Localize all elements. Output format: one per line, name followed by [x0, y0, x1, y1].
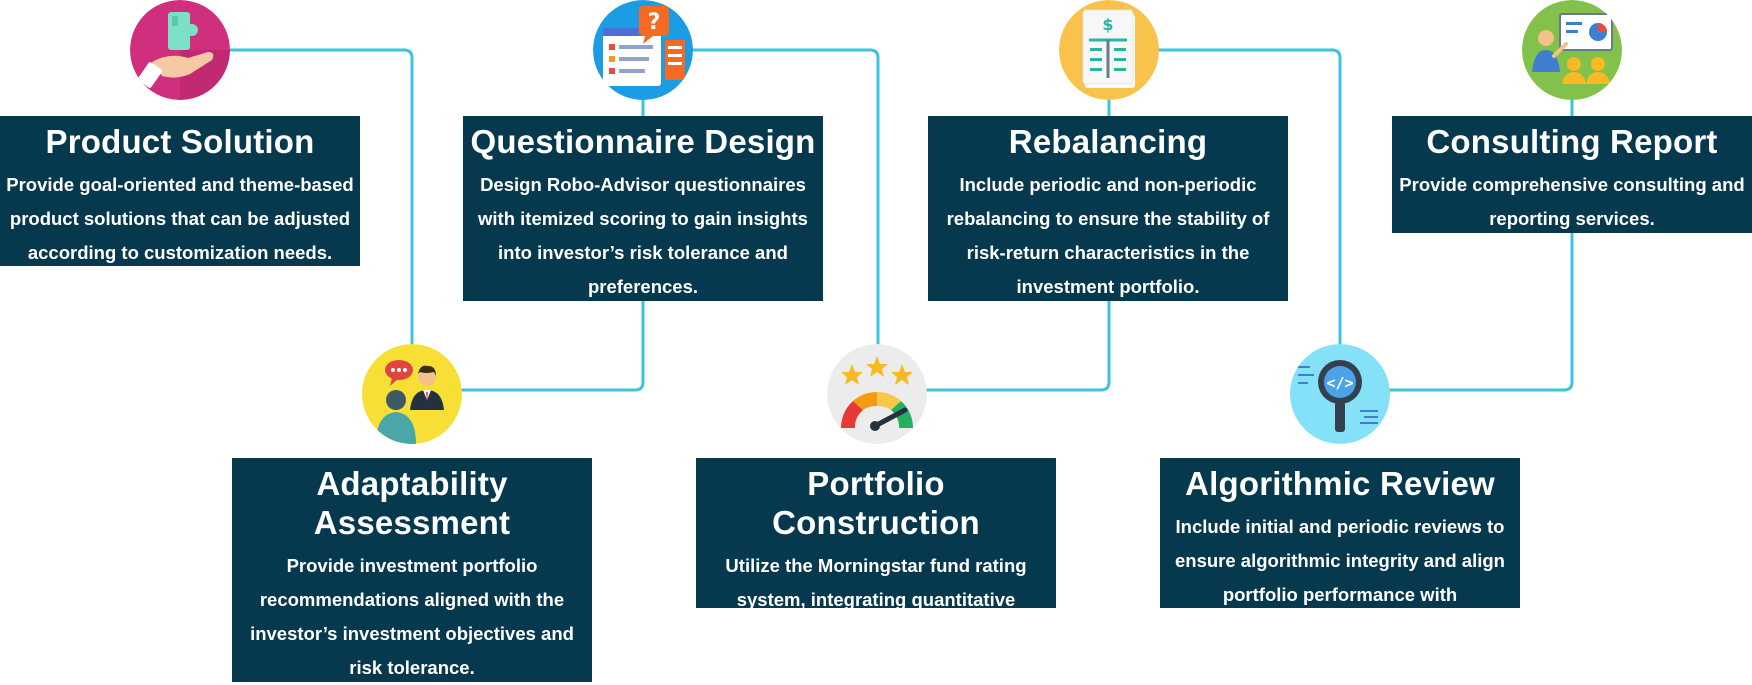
connector-1-2 — [205, 48, 414, 390]
step-description: Include periodic and non-periodic rebala… — [946, 174, 1270, 297]
step-title: Adaptability Assessment — [313, 465, 511, 541]
svg-text:?: ? — [648, 10, 661, 35]
step-title: Questionnaire Design — [470, 123, 816, 160]
step-card-rebalancing: Rebalancing Include periodic and non-per… — [928, 116, 1288, 301]
code-magnifier-icon: </> — [1290, 344, 1390, 444]
connector-2-3 — [452, 50, 645, 392]
step-description: Provide investment portfolio recommendat… — [250, 555, 574, 678]
step-title: Product Solution — [45, 123, 315, 160]
step-title: Portfolio Construction — [772, 465, 980, 541]
connector-3-4 — [688, 48, 880, 390]
connector-4-5 — [918, 50, 1111, 392]
step-card-product-solution: Product Solution Provide goal-oriented a… — [0, 116, 360, 266]
ledger-document-icon: $ — [1059, 0, 1159, 100]
step-description: Include initial and periodic reviews to … — [1175, 516, 1505, 639]
step-card-consulting-report: Consulting Report Provide comprehensive … — [1392, 116, 1752, 233]
connector-5-6 — [1154, 48, 1342, 390]
step-card-portfolio-construction: Portfolio Construction Utilize the Morni… — [696, 458, 1056, 678]
step-card-algorithmic-review: Algorithmic Review Include initial and p… — [1160, 458, 1520, 639]
connector-6-7 — [1380, 50, 1574, 392]
svg-text:$: $ — [1102, 15, 1113, 34]
presentation-report-icon — [1522, 0, 1622, 100]
step-title: Consulting Report — [1426, 123, 1718, 160]
step-card-adaptability-assessment: Adaptability Assessment Provide investme… — [232, 458, 592, 682]
step-description: Utilize the Morningstar fund rating syst… — [717, 555, 1035, 678]
puzzle-hand-icon — [130, 0, 230, 100]
questionnaire-icon: ? — [593, 0, 693, 100]
step-description: Provide comprehensive consulting and rep… — [1399, 174, 1745, 229]
step-description: Design Robo-Advisor questionnaires with … — [478, 174, 808, 297]
rating-gauge-icon — [827, 344, 927, 444]
step-description: Provide goal-oriented and theme-based pr… — [6, 174, 354, 263]
step-title: Algorithmic Review — [1185, 465, 1495, 502]
svg-text:</>: </> — [1326, 374, 1353, 392]
consultation-people-icon — [362, 344, 462, 444]
step-card-questionnaire-design: Questionnaire Design Design Robo-Advisor… — [463, 116, 823, 301]
step-title: Rebalancing — [1008, 123, 1208, 160]
